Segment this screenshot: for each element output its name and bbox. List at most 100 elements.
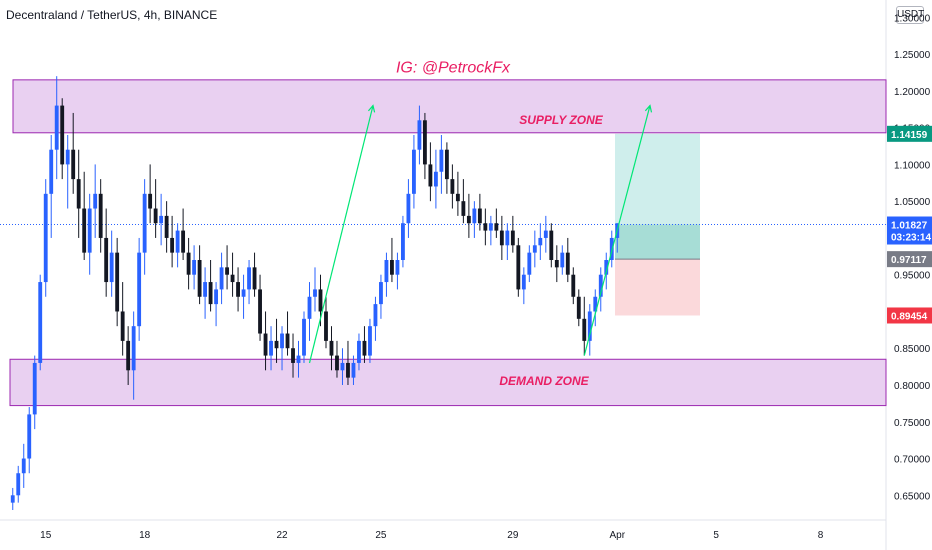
ig-handle: IG: @PetrockFx [396, 60, 511, 77]
candle-body [236, 282, 240, 297]
candle-body [263, 333, 268, 356]
x-tick-label: 25 [375, 530, 387, 541]
candle-body [252, 267, 257, 290]
loss-zone [615, 259, 700, 316]
candle-body [346, 362, 350, 378]
candle-body [417, 120, 422, 150]
candle-body [65, 149, 70, 165]
supply-zone-box [12, 79, 887, 134]
candle-body [477, 208, 482, 224]
y-tick-label: 0.70000 [894, 455, 931, 466]
candle-body [170, 237, 175, 253]
candle-body [87, 208, 92, 253]
x-tick-label: 8 [818, 530, 824, 541]
candle-body [516, 245, 521, 290]
candle-body [428, 164, 433, 187]
candle-body [560, 252, 565, 268]
y-tick-label: 0.95000 [894, 271, 931, 282]
y-tick-label: 1.10000 [894, 160, 931, 171]
target-price-tag: 1.14159 [891, 130, 928, 141]
candle-body [291, 348, 295, 363]
candle-body [219, 267, 224, 290]
candle-body [543, 230, 548, 238]
entry-price-tag: 0.97117 [891, 255, 927, 266]
candle-body [439, 149, 444, 172]
stop-price-tag-bg [887, 307, 932, 324]
stop-price-tag: 0.89454 [891, 311, 928, 322]
x-tick-label: 15 [40, 530, 52, 541]
y-tick-label: 1.30000 [894, 13, 931, 24]
candle-body [335, 355, 339, 371]
candle-body [593, 296, 598, 312]
candle-body [411, 149, 416, 194]
candle-body [401, 223, 405, 260]
candle-body [455, 193, 460, 202]
candle-body [164, 215, 169, 238]
x-tick-label: 18 [139, 530, 151, 541]
candle-body [488, 223, 493, 231]
candle-body [554, 260, 559, 268]
candle-body [307, 296, 312, 319]
candle-body [296, 355, 301, 363]
candle-body [494, 223, 499, 231]
candle-body [302, 318, 306, 356]
x-tick-label: Apr [609, 530, 625, 541]
y-tick-label: 1.05000 [894, 197, 931, 208]
candle-body [406, 193, 411, 224]
candle-body [285, 333, 290, 349]
candle-body [351, 362, 356, 378]
candle-body [521, 274, 526, 290]
trend-arrow-1 [308, 105, 374, 364]
candle-body [27, 414, 32, 459]
candle-body [32, 362, 37, 415]
candle-body [43, 193, 48, 283]
candle-body [104, 237, 109, 283]
candle-body [126, 340, 131, 371]
candle-body [368, 326, 372, 356]
candle-body [38, 282, 43, 363]
candle-body [54, 105, 59, 150]
candle-body [137, 252, 142, 327]
candle-body [472, 208, 477, 224]
x-tick-label: 5 [713, 530, 719, 541]
candle-body [131, 326, 136, 371]
candle-body [280, 333, 284, 349]
candle-body [197, 260, 202, 297]
y-tick-label: 0.75000 [894, 418, 931, 429]
candle-body [313, 289, 317, 297]
demand-zone-box [9, 358, 887, 407]
current-price-tag-countdown: 03:23:14 [891, 233, 931, 244]
candle-body [505, 230, 510, 246]
x-tick-label: 29 [507, 530, 519, 541]
candle-body [538, 237, 543, 246]
candle-body [324, 311, 328, 341]
candle-body [247, 267, 251, 290]
candle-body [269, 340, 273, 356]
candle-body [76, 179, 81, 209]
candle-body [422, 120, 427, 165]
candle-body [71, 149, 76, 180]
y-tick-label: 1.20000 [894, 87, 931, 98]
entry-price-tag-bg [887, 251, 932, 268]
candle-body [60, 105, 65, 165]
currency-badge[interactable]: USDT [896, 6, 924, 24]
candle-body [466, 215, 471, 224]
candle-body [98, 193, 103, 238]
trend-arrow-2 [583, 105, 651, 356]
trend-arrow-1-head [367, 104, 376, 113]
candle-body [444, 149, 449, 180]
candle-body [186, 252, 191, 275]
candle-body [565, 252, 570, 275]
demand-zone-label: DEMAND ZONE [499, 374, 589, 388]
candle-body [93, 193, 98, 209]
candle-body [142, 193, 147, 253]
trend-arrow-2-head [644, 104, 653, 113]
candle-body [148, 193, 153, 209]
candle-body [214, 289, 219, 305]
supply-zone-label: SUPPLY ZONE [519, 113, 604, 127]
candle-body [203, 282, 208, 297]
profit-filled-zone [615, 224, 700, 260]
current-price-tag: 1.01827 [891, 221, 928, 232]
candle-body [208, 282, 213, 305]
